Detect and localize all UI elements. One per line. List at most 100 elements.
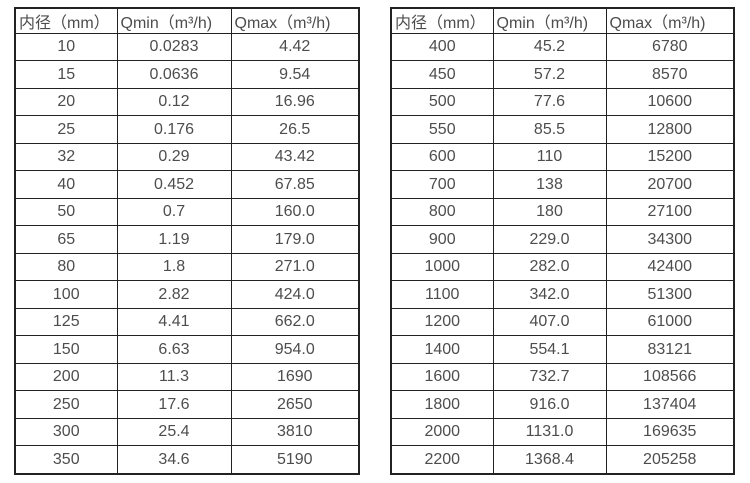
cell: 1400 <box>390 335 494 364</box>
cell: 200 <box>14 362 118 392</box>
cell: 85.5 <box>492 115 607 144</box>
table-header-row: 内径（mm） Qmin（m³/h) Qmax（m³/h) <box>390 7 735 34</box>
cell: 0.7 <box>116 197 232 227</box>
cell: 50 <box>14 197 118 227</box>
cell: 160.0 <box>230 197 360 227</box>
cell: 205258 <box>605 445 735 475</box>
cell: 300 <box>14 417 118 447</box>
cell: 700 <box>390 170 494 199</box>
cell: 954.0 <box>230 335 360 364</box>
cell: 80 <box>14 252 118 282</box>
header-cell-0: 内径（mm） <box>390 7 494 34</box>
cell: 17.6 <box>116 390 232 419</box>
header-cell-2: Qmax（m³/h) <box>230 7 360 34</box>
table-body: 10 0.0283 4.42 15 0.0636 9.54 20 0.12 16.96 25 0.1… <box>14 32 360 475</box>
cell: 77.6 <box>492 87 607 117</box>
cell: 32 <box>14 142 118 172</box>
cell: 1.19 <box>116 225 232 254</box>
cell: 108566 <box>605 362 735 392</box>
cell: 500 <box>390 87 494 117</box>
cell: 57.2 <box>492 60 607 89</box>
cell: 250 <box>14 390 118 419</box>
table-row: 350 34.6 5190 <box>14 445 360 475</box>
cell: 20 <box>14 87 118 117</box>
cell: 45.2 <box>492 32 607 62</box>
header-cell-0: 内径（mm） <box>14 7 118 34</box>
table-row: 400 45.2 6780 <box>390 32 735 62</box>
table-row: 2000 1131.0 169635 <box>390 417 735 447</box>
cell: 2650 <box>230 390 360 419</box>
cell: 800 <box>390 197 494 227</box>
cell: 732.7 <box>492 362 607 392</box>
cell: 51300 <box>605 280 735 309</box>
table-row: 2200 1368.4 205258 <box>390 445 735 475</box>
cell: 150 <box>14 335 118 364</box>
flow-table-large-diameters: 内径（mm） Qmin（m³/h) Qmax（m³/h) 400 45.2 6780 45… <box>390 7 735 475</box>
cell: 6.63 <box>116 335 232 364</box>
table-row: 1200 407.0 61000 <box>390 307 735 337</box>
table-row: 32 0.29 43.42 <box>14 142 360 172</box>
cell: 137404 <box>605 390 735 419</box>
cell: 900 <box>390 225 494 254</box>
cell: 662.0 <box>230 307 360 337</box>
cell: 1690 <box>230 362 360 392</box>
cell: 10 <box>14 32 118 62</box>
table-row: 1600 732.7 108566 <box>390 362 735 392</box>
cell: 1000 <box>390 252 494 282</box>
cell: 65 <box>14 225 118 254</box>
cell: 600 <box>390 142 494 172</box>
cell: 271.0 <box>230 252 360 282</box>
cell: 27100 <box>605 197 735 227</box>
table-body: 400 45.2 6780 450 57.2 8570 500 77.6 10600 550 85.… <box>390 32 735 475</box>
cell: 554.1 <box>492 335 607 364</box>
cell: 180 <box>492 197 607 227</box>
cell: 1200 <box>390 307 494 337</box>
cell: 42400 <box>605 252 735 282</box>
table-row: 1100 342.0 51300 <box>390 280 735 309</box>
table-row: 100 2.82 424.0 <box>14 280 360 309</box>
table-row: 20 0.12 16.96 <box>14 87 360 117</box>
table-row: 1800 916.0 137404 <box>390 390 735 419</box>
table-row: 150 6.63 954.0 <box>14 335 360 364</box>
cell: 83121 <box>605 335 735 364</box>
table-row: 15 0.0636 9.54 <box>14 60 360 89</box>
table-header: 内径（mm） Qmin（m³/h) Qmax（m³/h) <box>14 7 360 34</box>
cell: 424.0 <box>230 280 360 309</box>
cell: 4.42 <box>230 32 360 62</box>
cell: 15200 <box>605 142 735 172</box>
cell: 0.0283 <box>116 32 232 62</box>
table-row: 1400 554.1 83121 <box>390 335 735 364</box>
cell: 342.0 <box>492 280 607 309</box>
table-row: 900 229.0 34300 <box>390 225 735 254</box>
cell: 0.0636 <box>116 60 232 89</box>
cell: 0.452 <box>116 170 232 199</box>
cell: 2000 <box>390 417 494 447</box>
cell: 550 <box>390 115 494 144</box>
table-row: 300 25.4 3810 <box>14 417 360 447</box>
cell: 0.29 <box>116 142 232 172</box>
cell: 125 <box>14 307 118 337</box>
table-row: 50 0.7 160.0 <box>14 197 360 227</box>
cell: 8570 <box>605 60 735 89</box>
cell: 43.42 <box>230 142 360 172</box>
cell: 6780 <box>605 32 735 62</box>
cell: 15 <box>14 60 118 89</box>
header-cell-1: Qmin（m³/h) <box>116 7 232 34</box>
cell: 1600 <box>390 362 494 392</box>
cell: 9.54 <box>230 60 360 89</box>
cell: 4.41 <box>116 307 232 337</box>
cell: 16.96 <box>230 87 360 117</box>
cell: 0.176 <box>116 115 232 144</box>
cell: 0.12 <box>116 87 232 117</box>
cell: 11.3 <box>116 362 232 392</box>
cell: 26.5 <box>230 115 360 144</box>
cell: 12800 <box>605 115 735 144</box>
cell: 34300 <box>605 225 735 254</box>
table-row: 500 77.6 10600 <box>390 87 735 117</box>
cell: 1100 <box>390 280 494 309</box>
table-row: 550 85.5 12800 <box>390 115 735 144</box>
cell: 282.0 <box>492 252 607 282</box>
cell: 20700 <box>605 170 735 199</box>
cell: 407.0 <box>492 307 607 337</box>
cell: 2200 <box>390 445 494 475</box>
